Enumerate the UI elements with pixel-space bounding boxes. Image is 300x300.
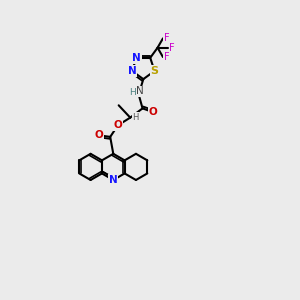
- Text: O: O: [113, 120, 122, 130]
- Text: H: H: [132, 113, 139, 122]
- Text: N: N: [109, 175, 118, 185]
- Text: F: F: [164, 33, 170, 43]
- Text: F: F: [169, 43, 175, 53]
- Text: F: F: [164, 52, 170, 62]
- Text: N: N: [136, 86, 144, 96]
- Text: O: O: [149, 107, 158, 117]
- Text: H: H: [129, 88, 136, 98]
- Text: N: N: [128, 66, 136, 76]
- Text: N: N: [132, 53, 141, 63]
- Text: S: S: [151, 66, 158, 76]
- Text: O: O: [94, 130, 103, 140]
